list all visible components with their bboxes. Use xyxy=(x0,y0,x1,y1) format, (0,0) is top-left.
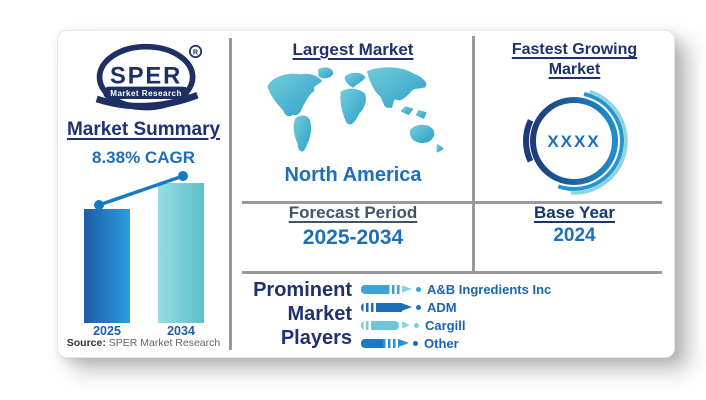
ring-outer-teal xyxy=(520,87,628,195)
trend-line xyxy=(98,174,184,207)
divider-vertical-middle xyxy=(472,36,475,272)
largest-market-value: North America xyxy=(284,164,422,186)
divider-horizontal-bottom xyxy=(242,271,662,274)
market-summary-card: SPER Market Research R Market Summary 8.… xyxy=(57,30,675,358)
cagr-bar-chart: 2025 2034 xyxy=(77,171,211,338)
fastest-growing-title: Fastest Growing Market xyxy=(511,41,638,78)
bar-label-2034: 2034 xyxy=(167,324,195,337)
base-year-title: Base Year xyxy=(534,203,615,222)
map-island-1 xyxy=(400,106,414,115)
map-australia xyxy=(409,124,435,144)
fastest-growing-value: XXXX xyxy=(547,132,600,151)
sper-logo-graphic: SPER Market Research R xyxy=(95,43,203,111)
bullet-dot-icon xyxy=(413,340,418,346)
largest-market-title: Largest Market xyxy=(292,40,414,59)
bar-2034 xyxy=(158,183,204,323)
bullet-dot-icon xyxy=(416,304,421,310)
divider-vertical-left xyxy=(229,38,232,350)
map-greenland xyxy=(318,67,334,79)
map-island-2 xyxy=(415,110,427,119)
growth-rings-graphic: XXXX xyxy=(520,87,628,195)
player-name: ADM xyxy=(427,299,457,315)
divider-horizontal-top xyxy=(242,201,662,204)
player-name: Other xyxy=(424,335,459,351)
map-new-zealand xyxy=(436,143,444,153)
map-europe xyxy=(344,72,366,88)
world-map-graphic xyxy=(267,67,444,153)
forecast-period-title: Forecast Period xyxy=(288,203,418,222)
player-row-2: ADM xyxy=(361,299,661,315)
map-asia xyxy=(367,67,427,109)
sper-logo: SPER Market Research R xyxy=(91,39,205,119)
player-row-1: A&B Ingredients Inc xyxy=(361,281,661,297)
players-section-title: Prominent Market Players xyxy=(253,279,352,349)
base-year-value: 2024 xyxy=(553,225,596,246)
cagr-chart-graphic: 2025 2034 xyxy=(84,171,204,338)
player-name: Cargill xyxy=(425,317,466,333)
player-bar-icon xyxy=(361,320,410,330)
map-africa xyxy=(340,88,366,125)
source-value: SPER Market Research xyxy=(105,337,221,349)
player-bar-icon xyxy=(361,284,412,294)
trend-dot-end xyxy=(178,171,188,181)
bar-2025 xyxy=(84,209,130,323)
bar-label-2025: 2025 xyxy=(93,324,121,337)
player-row-3: Cargill xyxy=(361,317,661,333)
player-name: A&B Ingredients Inc xyxy=(427,281,552,297)
player-bar-icon xyxy=(361,302,412,312)
world-map-icon xyxy=(259,64,447,160)
logo-band xyxy=(103,86,189,99)
registered-letter: R xyxy=(193,48,198,56)
players-list: A&B Ingredients Inc ADM Cargill xyxy=(361,281,661,351)
map-south-america xyxy=(293,115,312,152)
bullet-dot-icon xyxy=(416,286,421,292)
logo-wordmark: SPER xyxy=(110,63,182,90)
logo-subtitle: Market Research xyxy=(110,89,182,98)
ring-main xyxy=(530,97,618,185)
bullet-dot-icon xyxy=(414,322,419,328)
map-north-america xyxy=(267,73,322,117)
logo-ribbon xyxy=(95,92,199,110)
trend-dot-start xyxy=(94,200,104,210)
market-summary-title: Market Summary xyxy=(66,119,221,140)
player-row-4: Other xyxy=(361,335,661,351)
left-panel: SPER Market Research R Market Summary 8.… xyxy=(58,31,229,357)
source-label: Source: xyxy=(66,337,106,349)
source-line: Source: SPER Market Research xyxy=(58,337,229,349)
registered-mark-icon xyxy=(188,44,203,59)
growth-rings-icon: XXXX xyxy=(514,78,644,204)
player-bar-icon xyxy=(361,338,409,348)
cagr-label: 8.38% CAGR xyxy=(92,148,195,167)
forecast-period-value: 2025-2034 xyxy=(302,226,404,249)
